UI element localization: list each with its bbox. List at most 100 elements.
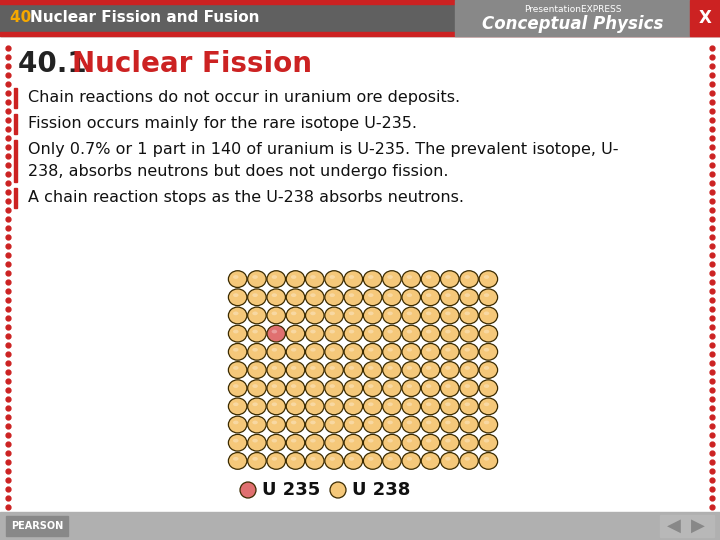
Ellipse shape [421,453,440,469]
Ellipse shape [426,384,431,388]
Ellipse shape [445,293,451,297]
Ellipse shape [364,434,382,451]
Ellipse shape [479,380,498,396]
Bar [14,188,17,208]
Ellipse shape [267,453,285,469]
Ellipse shape [441,453,459,469]
Ellipse shape [479,398,498,415]
Ellipse shape [479,434,498,451]
Ellipse shape [479,343,498,360]
Ellipse shape [310,384,315,388]
Ellipse shape [368,421,374,424]
Ellipse shape [252,439,258,442]
Ellipse shape [325,434,343,451]
Ellipse shape [445,312,451,315]
Ellipse shape [344,289,363,306]
Ellipse shape [233,457,238,461]
Ellipse shape [271,293,277,297]
Text: ▶: ▶ [691,517,705,535]
Ellipse shape [344,453,363,469]
Ellipse shape [287,434,305,451]
Ellipse shape [387,402,393,406]
Ellipse shape [252,293,258,297]
Ellipse shape [402,416,420,433]
Ellipse shape [464,312,470,315]
Ellipse shape [421,325,440,342]
Ellipse shape [364,271,382,287]
Ellipse shape [402,398,420,415]
Ellipse shape [271,439,277,442]
Ellipse shape [305,343,324,360]
Ellipse shape [460,307,478,324]
Ellipse shape [421,398,440,415]
Ellipse shape [252,384,258,388]
Ellipse shape [464,275,470,279]
Ellipse shape [368,439,374,442]
Ellipse shape [344,380,363,396]
Ellipse shape [387,384,393,388]
Ellipse shape [271,329,277,333]
Ellipse shape [441,380,459,396]
Ellipse shape [228,434,247,451]
Ellipse shape [348,312,354,315]
Ellipse shape [344,434,363,451]
Ellipse shape [426,275,431,279]
Ellipse shape [348,384,354,388]
Ellipse shape [330,312,335,315]
Ellipse shape [233,348,238,352]
Ellipse shape [382,362,401,379]
Ellipse shape [426,457,431,461]
Ellipse shape [484,329,490,333]
Ellipse shape [305,398,324,415]
Ellipse shape [464,421,470,424]
Text: Fission occurs mainly for the rare isotope U-235.: Fission occurs mainly for the rare isoto… [28,116,417,131]
Ellipse shape [252,421,258,424]
Ellipse shape [426,366,431,370]
Ellipse shape [421,343,440,360]
Ellipse shape [348,421,354,424]
Ellipse shape [287,416,305,433]
Ellipse shape [368,293,374,297]
Ellipse shape [287,453,305,469]
Ellipse shape [330,275,335,279]
Ellipse shape [291,457,297,461]
Ellipse shape [441,434,459,451]
Ellipse shape [460,289,478,306]
Ellipse shape [252,366,258,370]
Ellipse shape [330,293,335,297]
Ellipse shape [228,289,247,306]
Ellipse shape [445,366,451,370]
Ellipse shape [445,439,451,442]
Bar [6,516,68,536]
Ellipse shape [271,275,277,279]
Ellipse shape [287,380,305,396]
Ellipse shape [364,362,382,379]
Bar [14,114,17,134]
Ellipse shape [271,402,277,406]
Ellipse shape [305,289,324,306]
Ellipse shape [344,398,363,415]
Ellipse shape [291,402,297,406]
Ellipse shape [460,398,478,415]
Ellipse shape [407,457,412,461]
Ellipse shape [368,366,374,370]
Ellipse shape [248,289,266,306]
Ellipse shape [484,348,490,352]
Bar [0,32,720,36]
Circle shape [240,482,256,498]
Text: ◀: ◀ [667,517,681,535]
Ellipse shape [426,348,431,352]
Ellipse shape [441,343,459,360]
Ellipse shape [305,380,324,396]
Ellipse shape [387,275,393,279]
Ellipse shape [484,384,490,388]
Ellipse shape [228,307,247,324]
Ellipse shape [407,402,412,406]
Ellipse shape [441,325,459,342]
Ellipse shape [387,329,393,333]
Text: Nuclear Fission and Fusion: Nuclear Fission and Fusion [30,10,259,25]
Ellipse shape [402,362,420,379]
Ellipse shape [479,271,498,287]
Ellipse shape [228,380,247,396]
Ellipse shape [421,362,440,379]
